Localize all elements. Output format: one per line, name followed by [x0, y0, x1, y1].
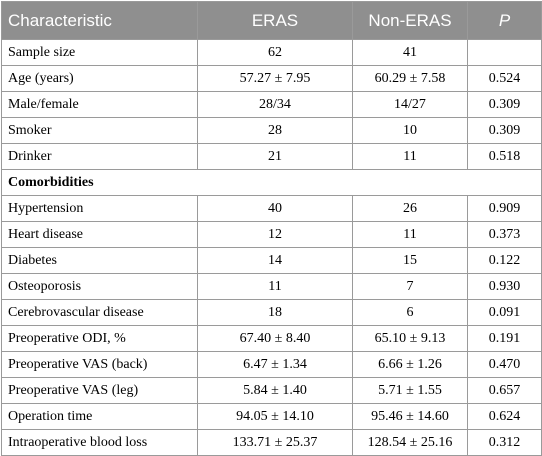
- cell-p-value: 0.518: [467, 143, 542, 170]
- section-label: Comorbidities: [1, 169, 542, 196]
- cell-characteristic: Sample size: [1, 39, 198, 66]
- cell-eras: 14: [197, 247, 353, 274]
- cell-p-value: [467, 39, 542, 66]
- cell-eras: 5.84 ± 1.40: [197, 377, 353, 404]
- cell-characteristic: Operation time: [1, 403, 198, 430]
- cell-non-eras: 5.71 ± 1.55: [352, 377, 468, 404]
- table-row: Hypertension 40 26 0.909: [1, 195, 542, 222]
- cell-characteristic: Preoperative VAS (leg): [1, 377, 198, 404]
- cell-non-eras: 6.66 ± 1.26: [352, 351, 468, 378]
- cell-non-eras: 26: [352, 195, 468, 222]
- cell-eras: 21: [197, 143, 353, 170]
- cell-characteristic: Diabetes: [1, 247, 198, 274]
- cell-non-eras: 11: [352, 221, 468, 248]
- cell-non-eras: 14/27: [352, 91, 468, 118]
- cell-p-value: 0.373: [467, 221, 542, 248]
- table-row: Drinker 21 11 0.518: [1, 143, 542, 170]
- cell-characteristic: Drinker: [1, 143, 198, 170]
- table-row: Preoperative ODI, % 67.40 ± 8.40 65.10 ± 9…: [1, 325, 542, 352]
- cell-characteristic: Cerebrovascular disease: [1, 299, 198, 326]
- cell-p-value: 0.122: [467, 247, 542, 274]
- table-row: Heart disease 12 11 0.373: [1, 221, 542, 248]
- table-row: Intraoperative blood loss 133.71 ± 25.37 1…: [1, 429, 542, 456]
- table-row: Sample size 62 41: [1, 39, 542, 66]
- cell-characteristic: Smoker: [1, 117, 198, 144]
- cell-p-value: 0.657: [467, 377, 542, 404]
- table-row: Cerebrovascular disease 18 6 0.091: [1, 299, 542, 326]
- cell-characteristic: Hypertension: [1, 195, 198, 222]
- table-header: Characteristic ERAS Non-ERAS P: [1, 1, 542, 40]
- cell-non-eras: 95.46 ± 14.60: [352, 403, 468, 430]
- cell-non-eras: 7: [352, 273, 468, 300]
- cell-eras: 18: [197, 299, 353, 326]
- table-row: Preoperative VAS (leg) 5.84 ± 1.40 5.71 ± …: [1, 377, 542, 404]
- cell-p-value: 0.470: [467, 351, 542, 378]
- cell-eras: 11: [197, 273, 353, 300]
- header-p-value: P: [467, 1, 542, 40]
- cell-p-value: 0.624: [467, 403, 542, 430]
- cell-eras: 94.05 ± 14.10: [197, 403, 353, 430]
- cell-non-eras: 15: [352, 247, 468, 274]
- header-non-eras: Non-ERAS: [352, 1, 468, 40]
- cell-eras: 28: [197, 117, 353, 144]
- table-row: Diabetes 14 15 0.122: [1, 247, 542, 274]
- cell-p-value: 0.191: [467, 325, 542, 352]
- cell-non-eras: 60.29 ± 7.58: [352, 65, 468, 92]
- cell-characteristic: Male/female: [1, 91, 198, 118]
- cell-eras: 62: [197, 39, 353, 66]
- cell-characteristic: Preoperative ODI, %: [1, 325, 198, 352]
- cell-non-eras: 11: [352, 143, 468, 170]
- cell-p-value: 0.309: [467, 91, 542, 118]
- cell-characteristic: Heart disease: [1, 221, 198, 248]
- table-row: Preoperative VAS (back) 6.47 ± 1.34 6.66 ±…: [1, 351, 542, 378]
- cell-characteristic: Osteoporosis: [1, 273, 198, 300]
- table-row: Smoker 28 10 0.309: [1, 117, 542, 144]
- cell-characteristic: Preoperative VAS (back): [1, 351, 198, 378]
- header-row: Characteristic ERAS Non-ERAS P: [1, 1, 542, 40]
- cell-eras: 57.27 ± 7.95: [197, 65, 353, 92]
- cell-p-value: 0.091: [467, 299, 542, 326]
- cell-eras: 67.40 ± 8.40: [197, 325, 353, 352]
- cell-non-eras: 6: [352, 299, 468, 326]
- table-body: Sample size 62 41 Age (years) 57.27 ± 7.95 60…: [1, 39, 542, 456]
- cell-p-value: 0.909: [467, 195, 542, 222]
- cell-eras: 40: [197, 195, 353, 222]
- cell-eras: 12: [197, 221, 353, 248]
- table-row: Male/female 28/34 14/27 0.309: [1, 91, 542, 118]
- cell-p-value: 0.930: [467, 273, 542, 300]
- cell-p-value: 0.524: [467, 65, 542, 92]
- cell-characteristic: Age (years): [1, 65, 198, 92]
- cell-eras: 133.71 ± 25.37: [197, 429, 353, 456]
- table-row: Operation time 94.05 ± 14.10 95.46 ± 14.60…: [1, 403, 542, 430]
- cell-non-eras: 128.54 ± 25.16: [352, 429, 468, 456]
- header-characteristic: Characteristic: [1, 1, 198, 40]
- cell-characteristic: Intraoperative blood loss: [1, 429, 198, 456]
- table-row: Osteoporosis 11 7 0.930: [1, 273, 542, 300]
- table-row: Age (years) 57.27 ± 7.95 60.29 ± 7.58 0.524: [1, 65, 542, 92]
- cell-non-eras: 10: [352, 117, 468, 144]
- cell-eras: 6.47 ± 1.34: [197, 351, 353, 378]
- section-row-comorbidities: Comorbidities: [1, 169, 542, 196]
- header-eras: ERAS: [197, 1, 353, 40]
- cell-p-value: 0.312: [467, 429, 542, 456]
- cell-p-value: 0.309: [467, 117, 542, 144]
- cell-non-eras: 41: [352, 39, 468, 66]
- cell-eras: 28/34: [197, 91, 353, 118]
- cell-non-eras: 65.10 ± 9.13: [352, 325, 468, 352]
